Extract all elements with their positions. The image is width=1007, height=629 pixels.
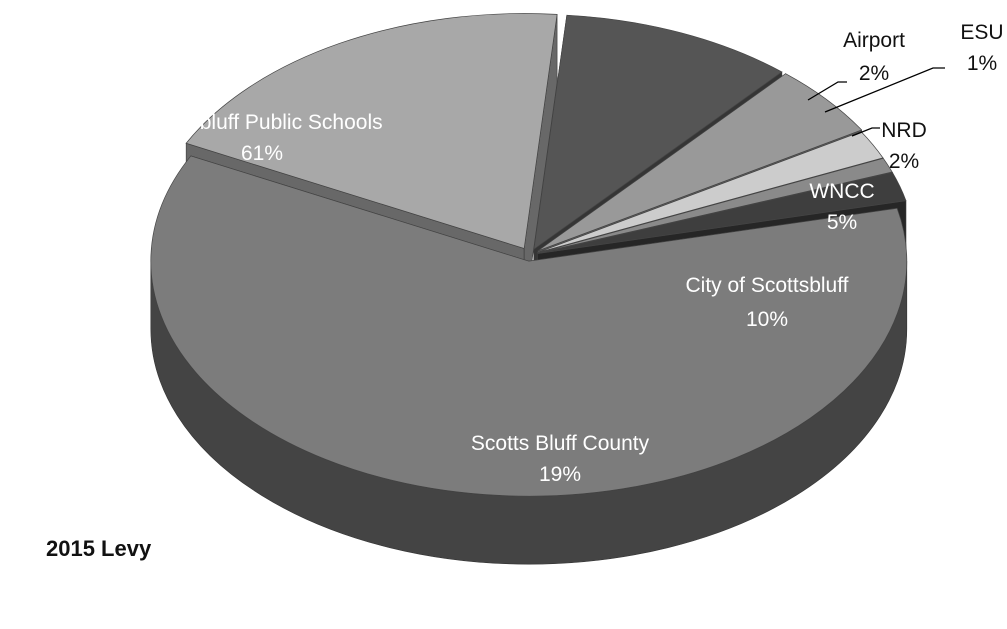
slice-label-city: City of Scottsbluff — [685, 274, 848, 297]
slice-value-city: 10% — [746, 308, 788, 331]
nrd-leader-line — [851, 127, 880, 137]
slice-label-wncc: WNCC — [809, 180, 874, 203]
slice-layer — [150, 13, 908, 565]
slice-label-nrd: NRD — [881, 119, 927, 142]
esu-leader-line — [824, 67, 945, 113]
slice-label-schools: Scottsbluff Public Schools — [141, 111, 382, 134]
slice-value-esu: 1% — [967, 52, 997, 75]
slice-label-airport: Airport — [843, 29, 905, 52]
slice-value-schools: 61% — [241, 142, 283, 165]
slice-6-top — [537, 172, 907, 254]
slice-5-top — [537, 157, 893, 254]
slice-value-wncc: 5% — [827, 211, 857, 234]
leader-layer — [807, 67, 945, 137]
slice-label-esu: ESU — [960, 21, 1003, 44]
slice-1-top — [185, 13, 558, 249]
slice-value-county: 19% — [539, 463, 581, 486]
slice-label-county: Scotts Bluff County — [471, 432, 650, 455]
slice-value-airport: 2% — [859, 62, 889, 85]
slice-value-nrd: 2% — [889, 150, 919, 173]
chart-caption: 2015 Levy — [46, 536, 152, 561]
slice-0-top — [150, 155, 908, 497]
airport-leader-line — [807, 81, 847, 101]
slice-2-top — [533, 14, 783, 251]
slice-3-top — [537, 73, 863, 252]
label-layer: Scottsbluff Public Schools 61% Scotts Bl… — [141, 21, 1003, 486]
